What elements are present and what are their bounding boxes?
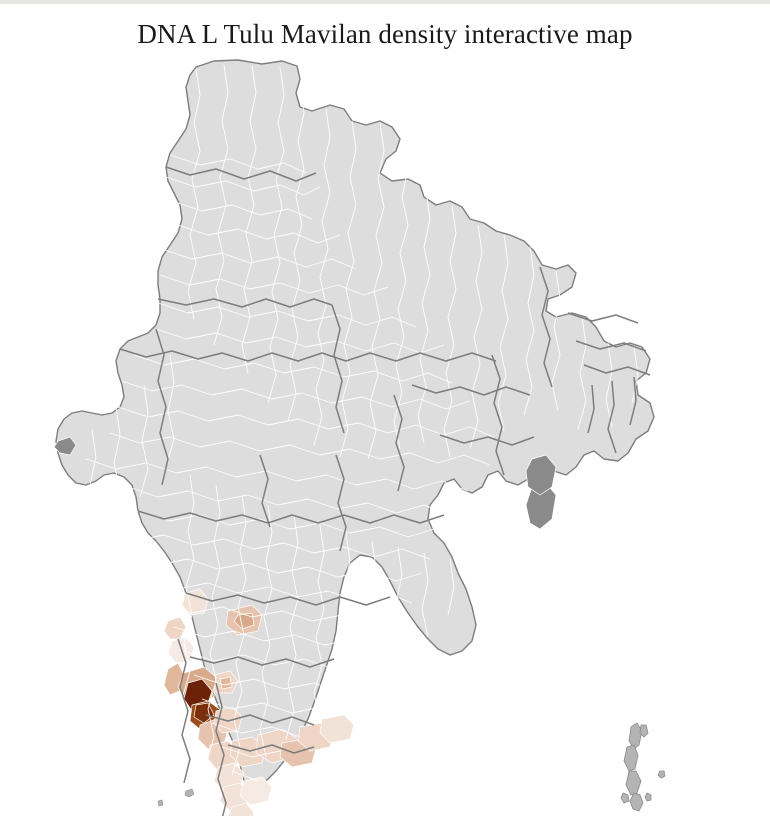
page-title: DNA L Tulu Mavilan density interactive m… <box>137 19 633 49</box>
district-boundary-lines <box>67 64 639 794</box>
district-kutch-tip-nodata[interactable] <box>53 436 77 456</box>
india-choropleth-map[interactable] <box>0 55 770 816</box>
district-alappuzha[interactable] <box>228 802 255 816</box>
district-choropleth-layer[interactable] <box>163 588 355 816</box>
district-idukki[interactable] <box>239 776 273 806</box>
district-bengaluru-inner[interactable] <box>233 612 255 630</box>
district-salem[interactable] <box>319 714 355 744</box>
lakshadweep-islands[interactable] <box>148 788 195 816</box>
district-goa-north[interactable] <box>163 616 187 640</box>
district-sundarbans-nodata[interactable] <box>525 454 557 496</box>
district-kannur-dark-core[interactable] <box>193 702 215 724</box>
andaman-nicobar-islands[interactable] <box>620 722 666 816</box>
state-boundary-lines <box>119 166 651 816</box>
no-data-districts[interactable] <box>53 436 557 530</box>
top-gray-band <box>0 0 770 4</box>
island-territories[interactable] <box>148 722 666 816</box>
map-canvas[interactable] <box>0 55 770 816</box>
district-mysuru-inner[interactable] <box>219 676 233 690</box>
district-belagavi[interactable] <box>181 588 209 616</box>
